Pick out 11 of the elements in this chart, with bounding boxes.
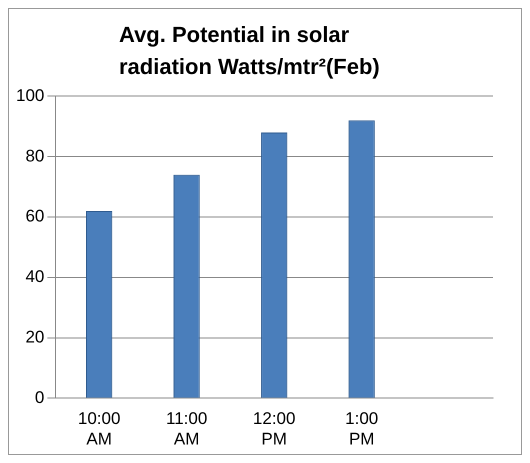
- y-tick-label: 20: [25, 327, 44, 346]
- chart-title: Avg. Potential in solar radiation Watts/mtr²(Feb): [118, 21, 381, 81]
- x-tick-label: 1:00 PM: [345, 409, 378, 448]
- x-tick-label: 10:00 AM: [78, 409, 120, 448]
- y-tick-label: 40: [25, 267, 44, 286]
- y-tick-label: 80: [25, 146, 44, 166]
- y-tick-label: 0: [34, 388, 44, 407]
- y-tick-label: 100: [16, 86, 44, 105]
- x-tick-label: 11:00 AM: [166, 409, 208, 448]
- x-tick-label: 12:00 PM: [252, 409, 296, 448]
- y-tick-label: 60: [25, 206, 44, 226]
